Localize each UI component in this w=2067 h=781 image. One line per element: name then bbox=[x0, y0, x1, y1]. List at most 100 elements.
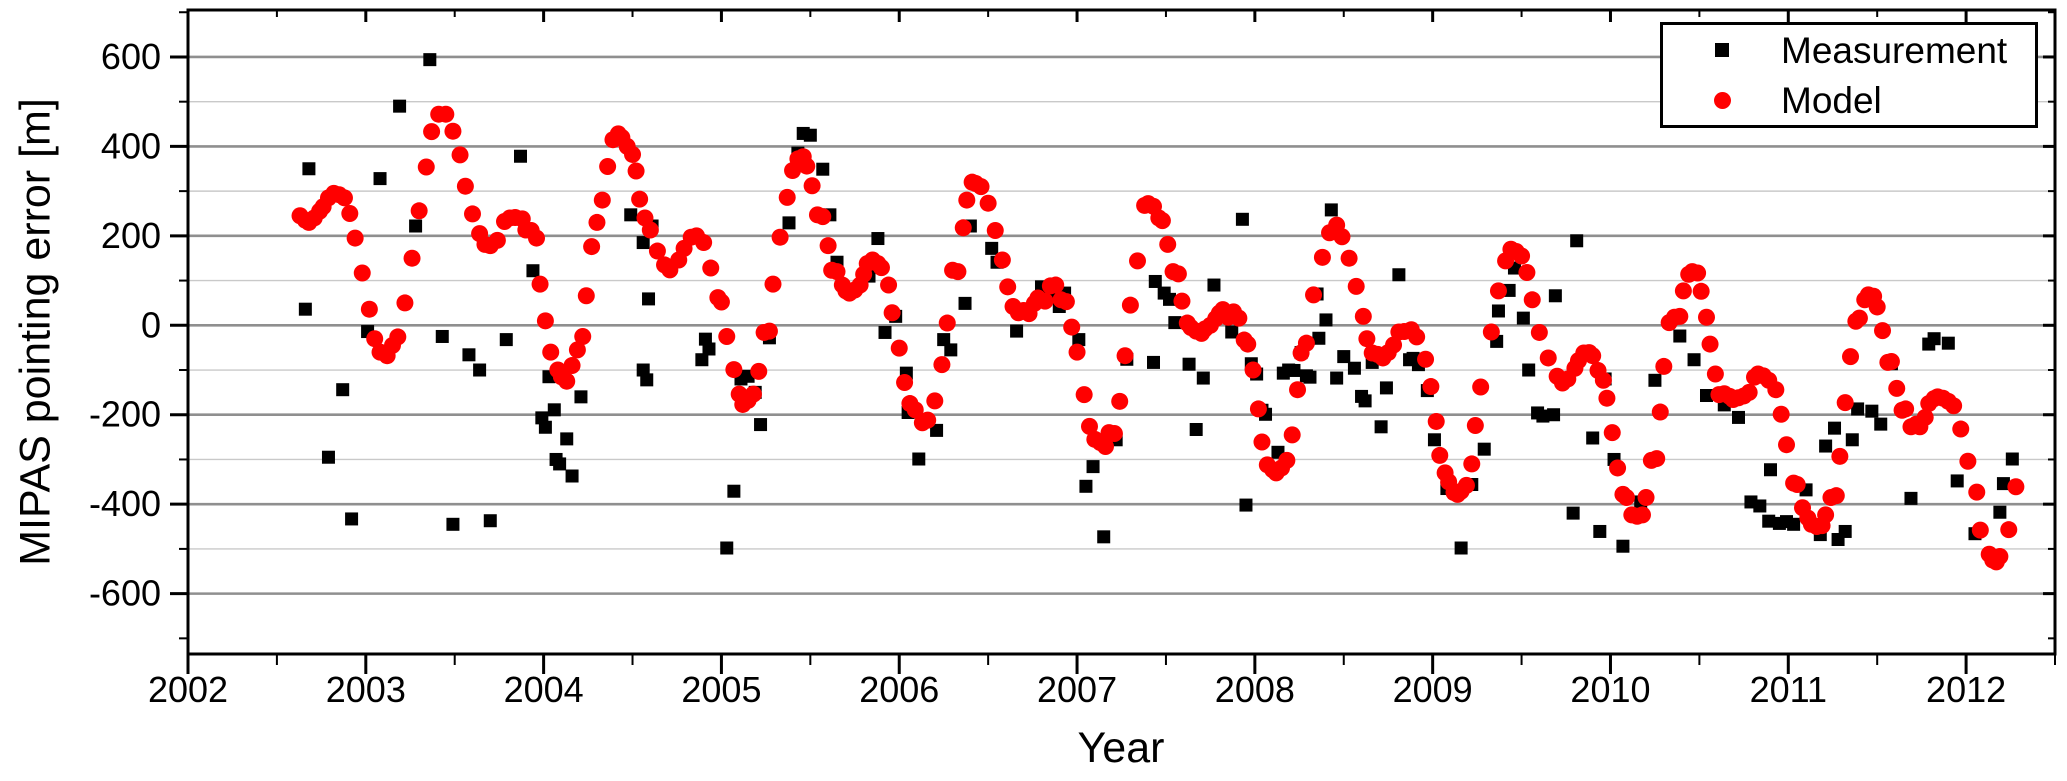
data-point-model bbox=[341, 204, 359, 222]
data-point-measurement bbox=[640, 373, 654, 387]
data-point-measurement bbox=[514, 149, 528, 163]
data-point-measurement bbox=[1753, 499, 1767, 513]
data-point-model bbox=[798, 157, 816, 175]
data-point-measurement bbox=[423, 53, 437, 67]
data-point-model bbox=[1244, 361, 1262, 379]
data-point-model bbox=[1121, 296, 1139, 314]
data-point-model bbox=[1239, 335, 1257, 353]
x-axis-title: Year bbox=[1077, 724, 1165, 772]
data-point-measurement bbox=[727, 484, 741, 498]
data-point-measurement bbox=[698, 332, 712, 346]
data-point-measurement bbox=[1147, 355, 1161, 369]
data-point-model bbox=[1466, 416, 1484, 434]
data-point-model bbox=[1539, 349, 1557, 367]
data-point-model bbox=[750, 362, 768, 380]
data-point-measurement bbox=[1379, 381, 1393, 395]
data-point-measurement bbox=[574, 390, 588, 404]
data-point-model bbox=[2007, 478, 2025, 496]
data-point-model bbox=[360, 300, 378, 318]
data-point-model bbox=[695, 234, 713, 252]
data-point-measurement bbox=[1838, 524, 1852, 538]
data-point-model bbox=[1633, 506, 1651, 524]
data-point-model bbox=[451, 146, 469, 164]
data-point-measurement bbox=[1168, 316, 1182, 330]
data-point-measurement bbox=[1163, 292, 1177, 306]
data-point-measurement bbox=[1491, 304, 1505, 318]
data-point-measurement bbox=[912, 452, 926, 466]
data-point-model bbox=[702, 259, 720, 277]
data-point-measurement bbox=[1516, 311, 1530, 325]
data-point-model bbox=[1305, 286, 1323, 304]
data-point-model bbox=[1778, 436, 1796, 454]
data-point-model bbox=[563, 357, 581, 375]
data-point-measurement bbox=[944, 343, 958, 357]
data-point-measurement bbox=[462, 348, 476, 362]
legend: Measurement Model bbox=[1660, 22, 2038, 128]
data-point-model bbox=[588, 213, 606, 231]
data-point-model bbox=[593, 191, 611, 209]
data-point-model bbox=[346, 229, 364, 247]
data-point-measurement bbox=[1950, 474, 1964, 488]
data-point-measurement bbox=[1764, 463, 1778, 477]
data-point-model bbox=[1408, 328, 1426, 346]
data-point-model bbox=[1354, 307, 1372, 325]
data-point-model bbox=[1333, 228, 1351, 246]
data-point-measurement bbox=[1207, 278, 1221, 292]
data-point-measurement bbox=[345, 512, 359, 526]
data-point-measurement bbox=[720, 541, 734, 555]
data-point-model bbox=[880, 276, 898, 294]
data-point-measurement bbox=[1547, 408, 1561, 422]
data-point-model bbox=[819, 237, 837, 255]
data-point-model bbox=[1173, 292, 1191, 310]
data-point-model bbox=[353, 264, 371, 282]
x-tick-label: 2003 bbox=[326, 669, 406, 710]
data-point-model bbox=[624, 145, 642, 163]
data-point-measurement bbox=[1851, 402, 1865, 416]
data-point-model bbox=[1249, 400, 1267, 418]
measurement-marker-icon bbox=[1715, 43, 1729, 57]
data-point-model bbox=[1584, 347, 1602, 365]
data-point-measurement bbox=[1182, 357, 1196, 371]
data-point-model bbox=[2000, 521, 2018, 539]
data-point-measurement bbox=[473, 363, 487, 377]
data-point-model bbox=[456, 177, 474, 195]
data-point-model bbox=[542, 343, 560, 361]
data-point-model bbox=[631, 190, 649, 208]
data-point-model bbox=[577, 287, 595, 305]
data-point-model bbox=[1036, 292, 1054, 310]
data-point-model bbox=[958, 191, 976, 209]
data-point-measurement bbox=[1586, 431, 1600, 445]
data-point-model bbox=[1297, 334, 1315, 352]
data-point-measurement bbox=[2005, 452, 2019, 466]
data-point-model bbox=[883, 304, 901, 322]
data-point-measurement bbox=[1699, 389, 1713, 403]
data-point-model bbox=[1959, 452, 1977, 470]
data-point-measurement bbox=[1097, 530, 1111, 544]
data-point-model bbox=[712, 293, 730, 311]
data-point-model bbox=[1945, 397, 1963, 415]
data-point-model bbox=[1075, 386, 1093, 404]
data-point-model bbox=[1767, 381, 1785, 399]
data-point-model bbox=[410, 202, 428, 220]
data-point-model bbox=[890, 339, 908, 357]
data-point-measurement bbox=[1687, 353, 1701, 367]
data-point-model bbox=[1129, 252, 1147, 270]
data-point-model bbox=[926, 392, 944, 410]
data-point-measurement bbox=[1731, 410, 1745, 424]
data-point-measurement bbox=[373, 172, 387, 186]
data-point-measurement bbox=[1072, 333, 1086, 347]
data-point-measurement bbox=[1819, 439, 1833, 453]
data-point-model bbox=[1831, 447, 1849, 465]
data-point-model bbox=[1842, 348, 1860, 366]
data-point-measurement bbox=[871, 232, 885, 246]
data-point-measurement bbox=[538, 420, 552, 434]
data-point-model bbox=[1882, 353, 1900, 371]
data-point-measurement bbox=[642, 292, 656, 306]
y-tick-label: 400 bbox=[101, 125, 161, 166]
data-point-model bbox=[1340, 249, 1358, 267]
data-point-model bbox=[814, 208, 832, 226]
data-point-measurement bbox=[958, 296, 972, 310]
data-point-measurement bbox=[636, 236, 650, 250]
data-point-measurement bbox=[1536, 409, 1550, 423]
data-point-model bbox=[1888, 379, 1906, 397]
